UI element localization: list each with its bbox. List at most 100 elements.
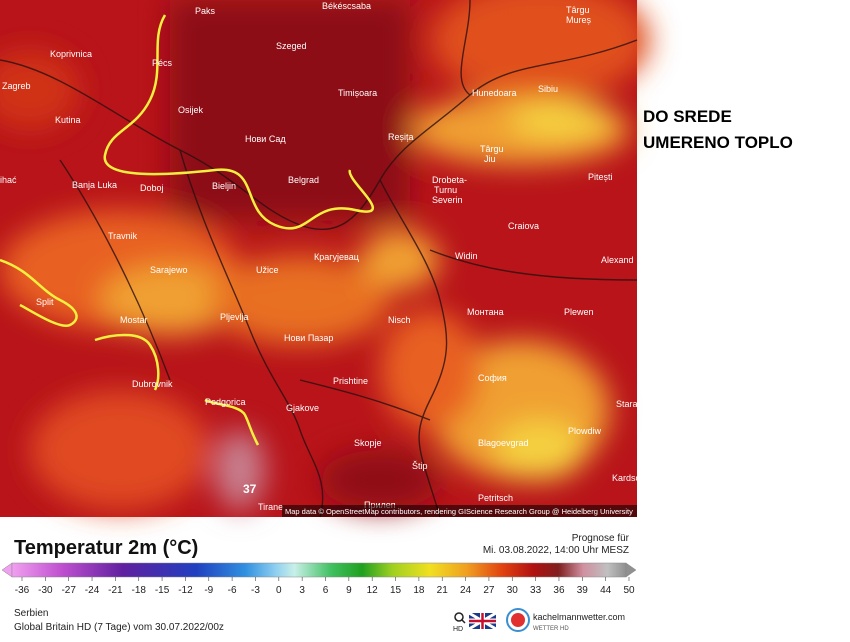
city-label: Pécs — [152, 58, 173, 68]
colorbar-tick-label: -6 — [228, 585, 237, 596]
colorbar-tick-label: -3 — [251, 585, 260, 596]
colorbar: -36 -30 -27 -24 -21 -18 -15 -12 -9 -6 -3 0 3 6 9 12 15 18… — [1, 562, 637, 596]
colorbar-tick-label: -12 — [178, 585, 193, 596]
credit-background — [282, 505, 637, 517]
colorbar-tick-label: -18 — [132, 585, 147, 596]
colorbar-tick-label: 18 — [413, 585, 425, 596]
max-value: 37 — [243, 482, 257, 496]
city-label: Petritsch — [478, 493, 513, 503]
colorbar-tick-label: 12 — [367, 585, 379, 596]
colorbar-tick-label: -15 — [155, 585, 170, 596]
city-label: Alexand — [601, 255, 634, 265]
city-label: Zagreb — [2, 81, 31, 91]
colorbar-tick-label: 3 — [299, 585, 305, 596]
city-label: Koprivnica — [50, 49, 92, 59]
colorbar-tick-label: 44 — [600, 585, 612, 596]
city-label: Skopje — [354, 438, 382, 448]
city-label: Sibiu — [538, 84, 558, 94]
colorbar-tick-label: -30 — [38, 585, 53, 596]
temperature-field — [0, 0, 650, 510]
city-label: Doboj — [140, 183, 164, 193]
city-label: Mostar — [120, 315, 148, 325]
city-label: Osijek — [178, 105, 204, 115]
city-label: Štip — [412, 461, 428, 471]
colorbar-tick-label: 9 — [346, 585, 352, 596]
city-label: Podgorica — [205, 397, 246, 407]
colorbar-tick-label: -36 — [15, 585, 30, 596]
city-label: Gjakove — [286, 403, 319, 413]
city-label: Tirane — [258, 502, 283, 512]
city-label: Paks — [195, 6, 216, 16]
colorbar-end — [1, 562, 13, 578]
city-label: Pljevlja — [220, 312, 249, 322]
colorbar-tick-label: -24 — [85, 585, 100, 596]
city-label: Plowdiw — [568, 426, 602, 436]
map-credit: Map data © OpenStreetMap contributors, r… — [285, 507, 633, 516]
city-label: Prishtine — [333, 376, 368, 386]
colorbar-tick-label: -9 — [204, 585, 213, 596]
city-label: Timișoara — [338, 88, 377, 98]
colorbar-tick-label: 15 — [390, 585, 402, 596]
city-label: Dubrovnik — [132, 379, 173, 389]
borders — [0, 0, 638, 518]
colorbar-end — [625, 562, 637, 578]
brand-logo[interactable]: kachelmannwetter.com WETTER HD — [506, 608, 625, 632]
city-label: Нови Сад — [245, 134, 286, 144]
brand-name: kachelmannwetter.com — [533, 612, 625, 622]
colorbar-tick-label: 27 — [483, 585, 495, 596]
city-label: Szeged — [276, 41, 307, 51]
city-label: ihać — [0, 175, 17, 185]
city-label: Severin — [432, 195, 463, 205]
city-label: Békéscsaba — [322, 1, 371, 11]
city-label: Mureș — [566, 15, 592, 25]
colorbar-tick-label: 30 — [507, 585, 519, 596]
colorbar-bar — [11, 562, 627, 578]
search-label: HD — [453, 626, 463, 633]
city-label: Târgu — [566, 5, 590, 15]
forecast-time: Mi. 03.08.2022, 14:00 Uhr MESZ — [483, 545, 629, 556]
city-label: Widin — [455, 251, 478, 261]
city-label: Blagoevgrad — [478, 438, 529, 448]
city-label: Travnik — [108, 231, 138, 241]
city-label: Târgu — [480, 144, 504, 154]
colorbar-tick-label: 6 — [323, 585, 329, 596]
colorbar-tick-label: 21 — [437, 585, 449, 596]
city-label: Hunedoara — [472, 88, 517, 98]
city-label: Banja Luka — [72, 180, 117, 190]
city-label: Нови Пазар — [284, 333, 333, 343]
annotation-line: UMERENO TOPLO — [643, 133, 793, 152]
city-label: София — [478, 373, 507, 383]
city-label: Nisch — [388, 315, 411, 325]
city-label: Монтана — [467, 307, 504, 317]
city-label: Bieljin — [212, 181, 236, 191]
city-label: Крагујевац — [314, 252, 359, 262]
brand-sub: WETTER HD — [533, 626, 569, 632]
isoline-highlight — [0, 14, 374, 446]
forecast-label: Prognose für — [572, 533, 630, 544]
colorbar-tick-label: -27 — [61, 585, 76, 596]
city-label: Turnu — [434, 185, 457, 195]
colorbar-tick-label: 50 — [623, 585, 635, 596]
colorbar-tick-label: 39 — [577, 585, 589, 596]
model-info: Global Britain HD (7 Tage) vom 30.07.202… — [14, 622, 224, 633]
search-icon[interactable]: HD — [453, 612, 466, 633]
map: 37 Paks Békéscsaba Târgu Mureș Koprivnic… — [0, 0, 650, 518]
colorbar-tick-label: -21 — [108, 585, 123, 596]
city-labels: Paks Békéscsaba Târgu Mureș Koprivnica S… — [0, 1, 645, 512]
city-label: Drobeta- — [432, 175, 467, 185]
colorbar-tick-label: 24 — [460, 585, 472, 596]
city-label: Belgrad — [288, 175, 319, 185]
colorbar-tick-label: 36 — [553, 585, 565, 596]
city-label: Kutina — [55, 115, 81, 125]
annotation-line: DO SREDE — [643, 107, 732, 126]
city-label: Stara — [616, 399, 638, 409]
colorbar-tick-label: 33 — [530, 585, 542, 596]
city-label: Sarajewo — [150, 265, 188, 275]
city-label: Plewen — [564, 307, 594, 317]
city-label: Kardsch — [612, 473, 645, 483]
city-label: Split — [36, 297, 54, 307]
city-label: Jiu — [484, 154, 496, 164]
language-flag[interactable] — [468, 611, 497, 631]
legend-title: Temperatur 2m (°C) — [14, 537, 198, 559]
